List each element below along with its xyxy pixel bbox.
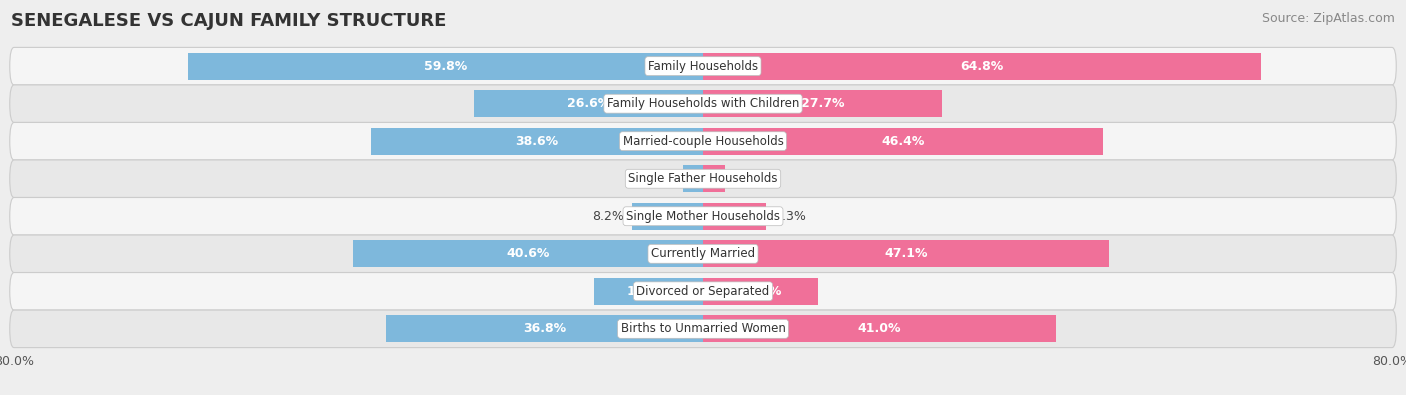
FancyBboxPatch shape <box>10 198 1396 235</box>
Bar <box>703 240 1108 267</box>
Bar <box>703 315 1056 342</box>
Text: Family Households with Children: Family Households with Children <box>607 97 799 110</box>
Text: Currently Married: Currently Married <box>651 247 755 260</box>
Bar <box>703 165 724 192</box>
Bar <box>703 203 766 230</box>
FancyBboxPatch shape <box>10 310 1396 348</box>
Text: SENEGALESE VS CAJUN FAMILY STRUCTURE: SENEGALESE VS CAJUN FAMILY STRUCTURE <box>11 12 447 30</box>
Text: Births to Unmarried Women: Births to Unmarried Women <box>620 322 786 335</box>
Text: 47.1%: 47.1% <box>884 247 928 260</box>
Text: 59.8%: 59.8% <box>423 60 467 73</box>
Text: Married-couple Households: Married-couple Households <box>623 135 783 148</box>
Text: 36.8%: 36.8% <box>523 322 567 335</box>
Bar <box>595 278 703 305</box>
Text: 12.6%: 12.6% <box>627 285 671 298</box>
Text: 2.5%: 2.5% <box>733 172 765 185</box>
FancyBboxPatch shape <box>10 85 1396 122</box>
FancyBboxPatch shape <box>10 160 1396 198</box>
Bar <box>683 165 703 192</box>
Bar <box>703 90 942 117</box>
Text: Source: ZipAtlas.com: Source: ZipAtlas.com <box>1261 12 1395 25</box>
Bar <box>353 240 703 267</box>
Text: 40.6%: 40.6% <box>506 247 550 260</box>
Bar <box>633 203 703 230</box>
Bar <box>387 315 703 342</box>
Text: 27.7%: 27.7% <box>800 97 844 110</box>
Bar <box>703 53 1261 80</box>
FancyBboxPatch shape <box>10 122 1396 160</box>
Bar <box>703 128 1102 155</box>
FancyBboxPatch shape <box>10 235 1396 273</box>
Text: 41.0%: 41.0% <box>858 322 901 335</box>
FancyBboxPatch shape <box>10 273 1396 310</box>
Text: 26.6%: 26.6% <box>567 97 610 110</box>
Text: 64.8%: 64.8% <box>960 60 1004 73</box>
Text: 8.2%: 8.2% <box>592 210 624 223</box>
Text: Single Father Households: Single Father Households <box>628 172 778 185</box>
Bar <box>703 278 818 305</box>
Bar <box>474 90 703 117</box>
Bar <box>188 53 703 80</box>
Text: 2.3%: 2.3% <box>643 172 675 185</box>
Text: 46.4%: 46.4% <box>882 135 925 148</box>
Text: 38.6%: 38.6% <box>515 135 558 148</box>
Text: 13.4%: 13.4% <box>740 285 782 298</box>
FancyBboxPatch shape <box>10 47 1396 85</box>
Text: Family Households: Family Households <box>648 60 758 73</box>
Text: 7.3%: 7.3% <box>775 210 807 223</box>
Text: Single Mother Households: Single Mother Households <box>626 210 780 223</box>
Bar <box>371 128 703 155</box>
Text: Divorced or Separated: Divorced or Separated <box>637 285 769 298</box>
